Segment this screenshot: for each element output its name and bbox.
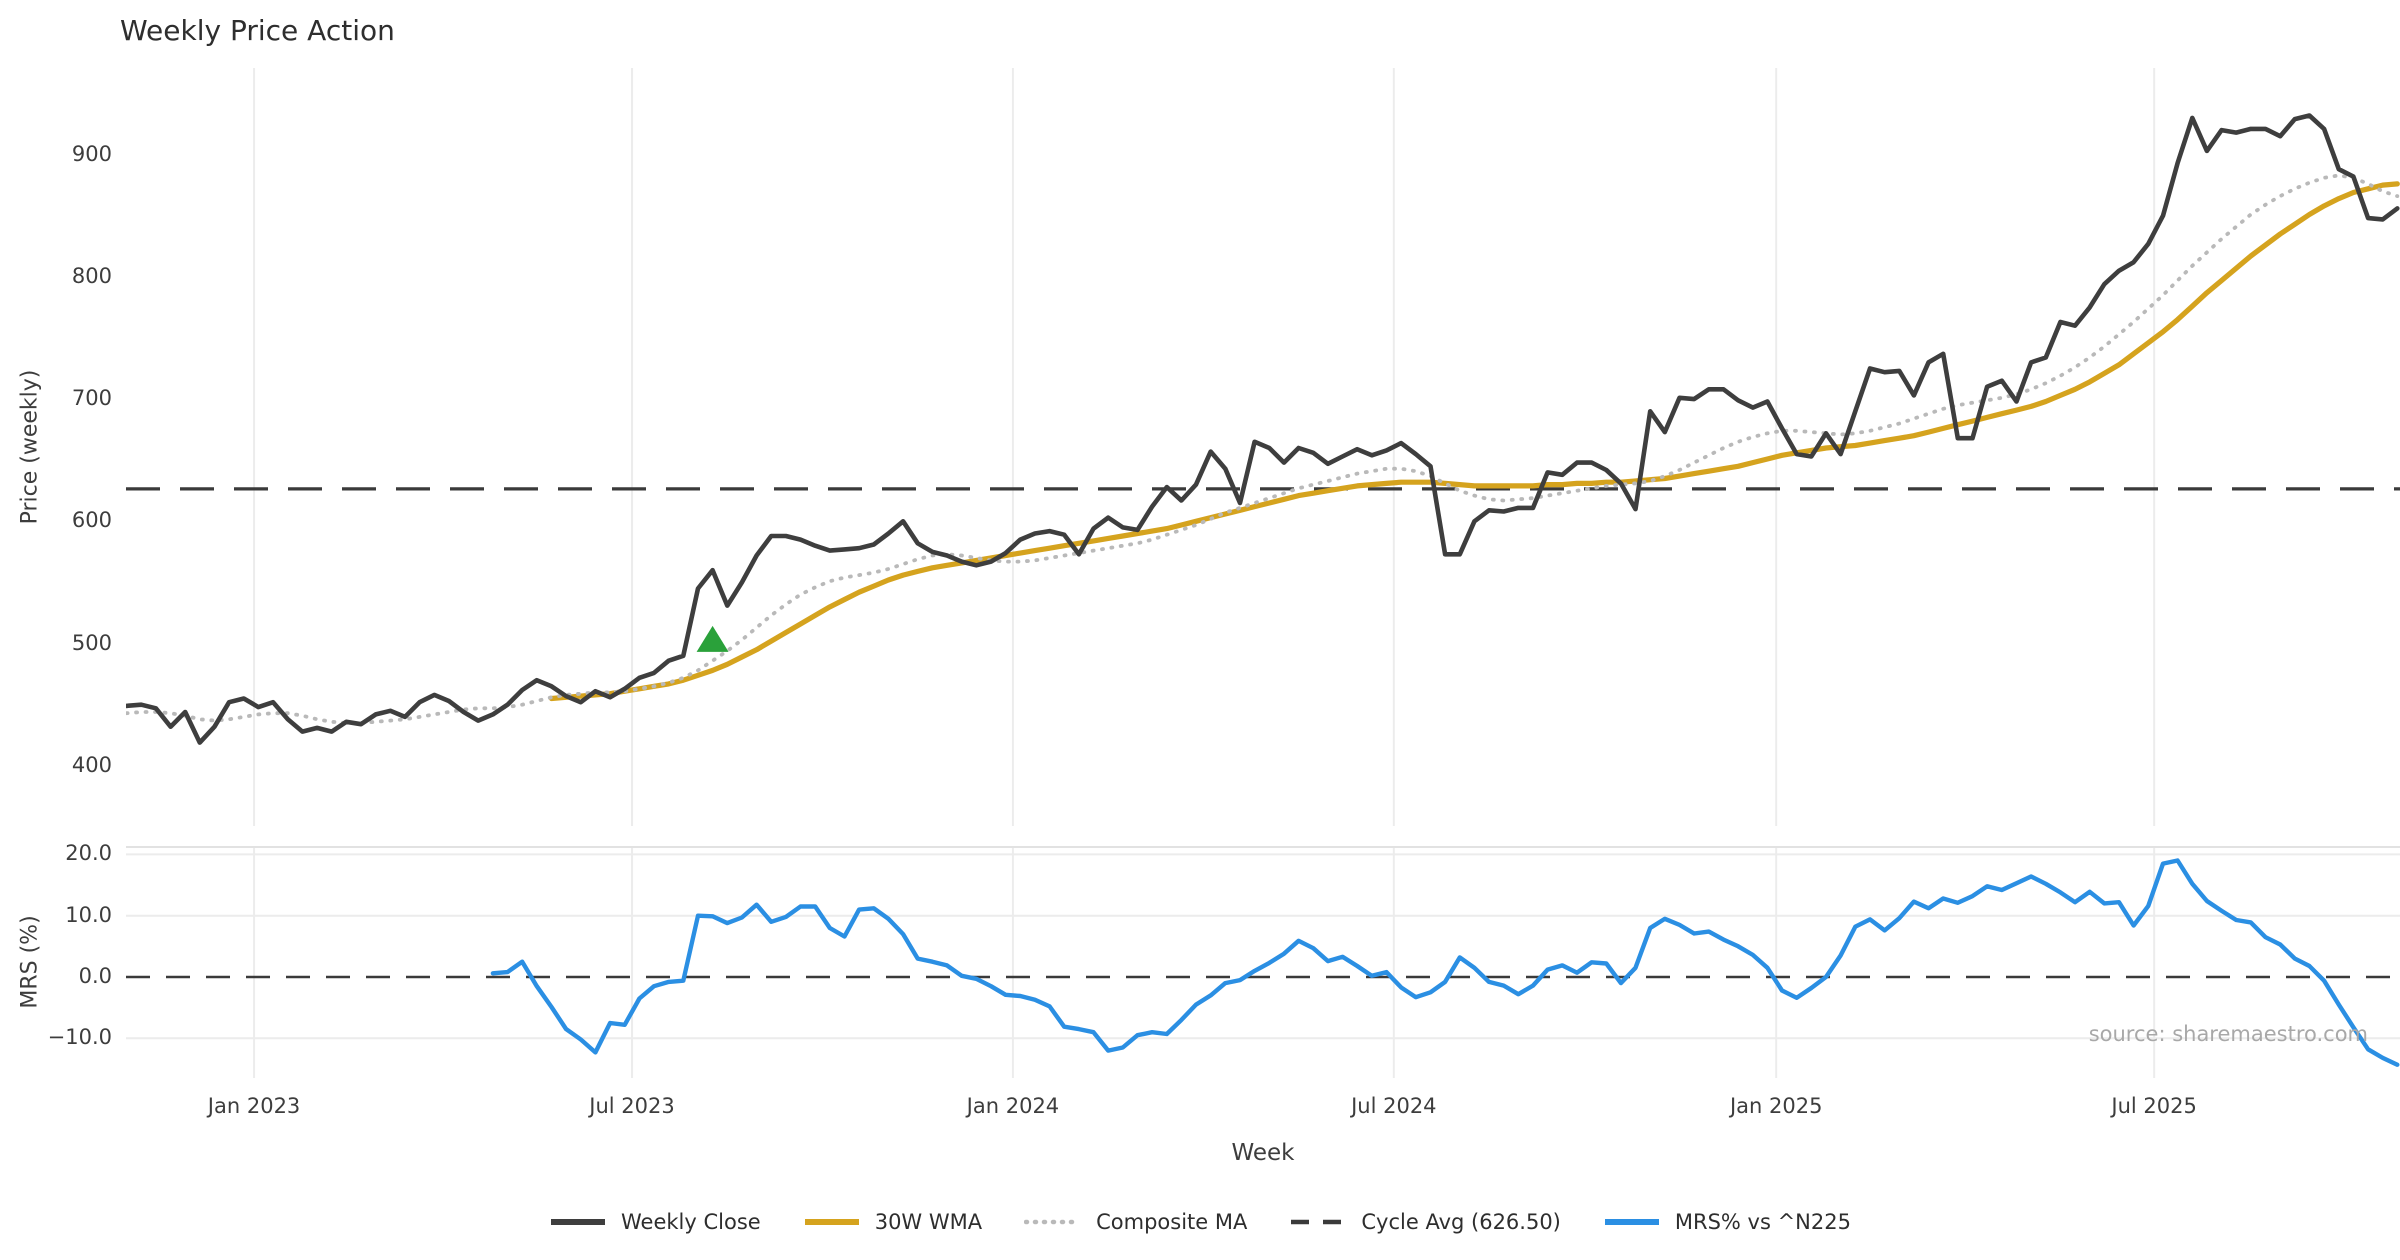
legend-label: MRS% vs ^N225 [1674, 1210, 1851, 1234]
legend-item: Composite MA [1024, 1210, 1247, 1234]
legend-item: 30W WMA [803, 1210, 982, 1234]
price-panel [126, 68, 2400, 826]
mrs-ytick-label: 20.0 [65, 841, 112, 866]
mrs-ytick-label: 10.0 [65, 902, 112, 927]
legend-label: 30W WMA [874, 1210, 983, 1234]
source-note: source: sharemaestro.com [2088, 1022, 2368, 1046]
price-ytick-label: 900 [71, 141, 112, 166]
x-tick-label: Jul 2023 [589, 1094, 675, 1118]
x-axis-label: Week [1231, 1140, 1295, 1166]
legend-label: Weekly Close [621, 1210, 761, 1234]
buy-signal-marker [696, 625, 729, 652]
weekly-close-line [126, 113, 2400, 745]
legend-swatch-dashed [1291, 1219, 1346, 1225]
legend-swatch-solid [1604, 1219, 1659, 1225]
x-tick-label: Jul 2024 [1351, 1094, 1437, 1118]
price-ytick-label: 500 [71, 630, 112, 655]
mrs-panel [126, 846, 2400, 1078]
mrs-ytick-label: −10.0 [47, 1025, 112, 1050]
legend-item: Cycle Avg (626.50) [1289, 1210, 1561, 1234]
x-tick-label: Jul 2025 [2111, 1094, 2197, 1118]
legend-item: MRS% vs ^N225 [1603, 1210, 1851, 1234]
legend-label: Composite MA [1096, 1210, 1248, 1234]
price-ytick-label: 400 [71, 752, 112, 777]
price-ytick-label: 600 [71, 508, 112, 533]
wma-line [548, 181, 2400, 702]
legend-item: Weekly Close [549, 1210, 761, 1234]
legend-swatch-dotted [1024, 1219, 1083, 1225]
legend: Weekly Close 30W WMA Composite MA Cycle Avg… [0, 1210, 2400, 1234]
legend-label: Cycle Avg (626.50) [1361, 1210, 1561, 1234]
x-tick-label: Jan 2024 [966, 1094, 1060, 1118]
legend-swatch-solid [551, 1219, 606, 1225]
mrs-line [490, 858, 2400, 1067]
page-title: Weekly Price Action [120, 14, 395, 47]
price-ytick-label: 800 [71, 263, 112, 288]
mrs-ytick-label: 0.0 [78, 964, 112, 988]
x-tick-label: Jan 2025 [1729, 1094, 1823, 1118]
mrs-axis-label: MRS (%) [17, 915, 43, 1009]
composite-ma-line [126, 173, 2400, 725]
x-tick-label: Jan 2023 [207, 1094, 301, 1118]
price-ytick-label: 700 [71, 386, 112, 411]
legend-swatch-solid [804, 1219, 859, 1225]
